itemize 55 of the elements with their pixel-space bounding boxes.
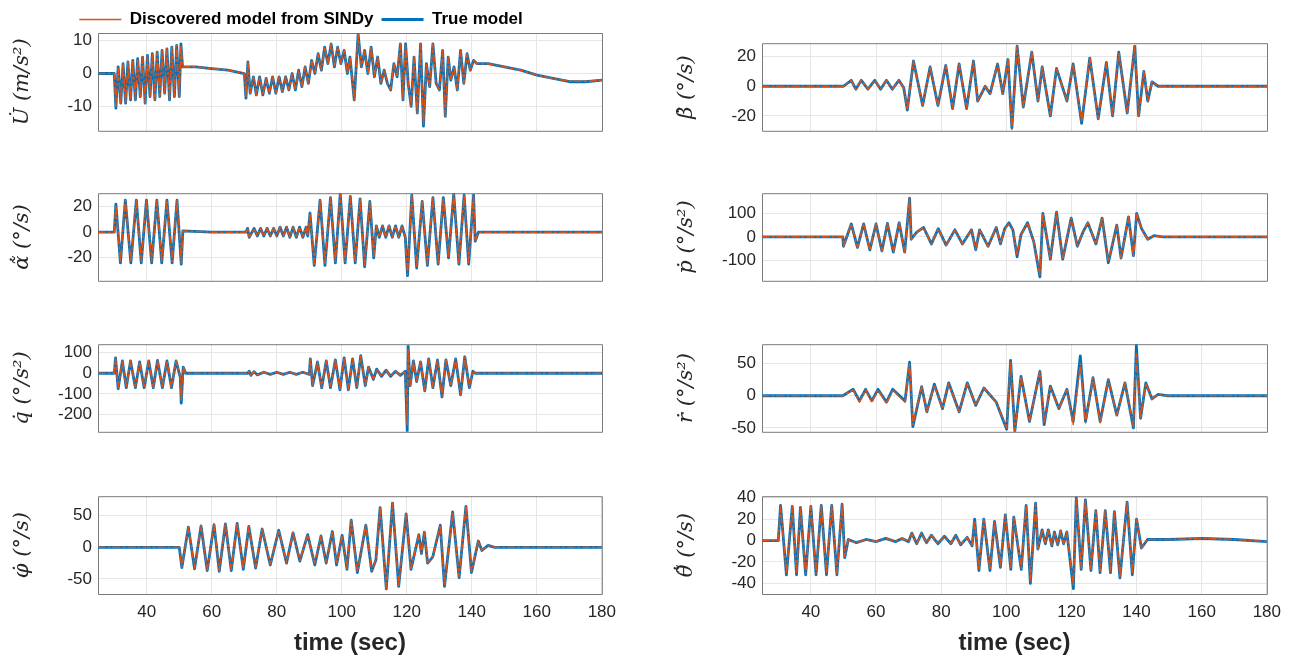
y-axis-title: α̃̇ (°/s)	[8, 204, 34, 270]
y-tick-label: 0	[746, 226, 756, 246]
x-tick-label: 100	[992, 601, 1021, 621]
x-tick-label: 60	[866, 601, 886, 621]
x-tick-label: 60	[202, 601, 222, 621]
y-tick-label: 0	[82, 537, 92, 556]
y-tick-label: 20	[737, 46, 756, 66]
legend-label: Discovered model from SINDy	[129, 9, 375, 29]
y-tick-label: 20	[737, 508, 756, 528]
y-axis-title: β̇ (°/s)	[673, 55, 698, 120]
y-axis-title: ṙ (°/s²)	[673, 353, 698, 423]
y-tick-label: -50	[67, 568, 92, 588]
x-tick-label: 40	[137, 601, 157, 621]
y-tick-label: -100	[57, 383, 92, 403]
y-tick-label: -20	[731, 105, 756, 125]
legend-label: True model	[432, 9, 523, 29]
x-tick-label: 160	[1187, 601, 1216, 621]
y-axis-title: U̇ (m/s²)	[9, 38, 34, 126]
y-tick-label: -40	[731, 573, 756, 592]
y-axis-title: φ̇ (°/s)	[9, 512, 34, 579]
y-tick-label: -10	[67, 96, 92, 116]
x-tick-label: 80	[931, 601, 951, 621]
x-tick-label: 140	[1122, 601, 1151, 621]
y-tick-label: -50	[731, 417, 756, 437]
y-tick-label: 0	[746, 75, 756, 95]
x-axis-title: time (sec)	[958, 628, 1071, 656]
y-axis-title: θ̃̇ (°/s)	[672, 513, 698, 578]
x-tick-label: 180	[1252, 601, 1282, 621]
x-axis-title: time (sec)	[293, 628, 406, 656]
y-tick-label: 40	[737, 487, 756, 507]
y-tick-label: 50	[737, 353, 756, 373]
y-axis-title: ṗ (°/s²)	[673, 200, 698, 274]
x-tick-label: 180	[587, 601, 617, 621]
x-tick-label: 40	[801, 601, 821, 621]
y-tick-label: 20	[73, 196, 92, 216]
y-tick-label: -200	[57, 404, 92, 424]
x-tick-label: 160	[522, 601, 551, 621]
y-tick-label: -20	[67, 247, 92, 267]
y-tick-label: 100	[727, 203, 756, 223]
x-tick-label: 80	[267, 601, 287, 621]
y-tick-label: 0	[82, 63, 92, 83]
y-tick-label: -20	[731, 551, 756, 571]
y-tick-label: 50	[73, 505, 92, 525]
y-tick-label: 0	[82, 221, 92, 241]
x-tick-label: 120	[1057, 601, 1086, 621]
x-tick-label: 140	[457, 601, 486, 621]
y-tick-label: 0	[746, 530, 756, 550]
x-tick-label: 100	[327, 601, 356, 621]
x-tick-label: 120	[392, 601, 421, 621]
y-axis-title: q̇ (°/s²)	[9, 351, 34, 425]
y-tick-label: 0	[82, 362, 92, 382]
y-tick-label: 10	[73, 30, 92, 50]
y-tick-label: 100	[63, 342, 92, 362]
y-tick-label: 0	[746, 385, 756, 405]
y-tick-label: -100	[721, 250, 756, 270]
